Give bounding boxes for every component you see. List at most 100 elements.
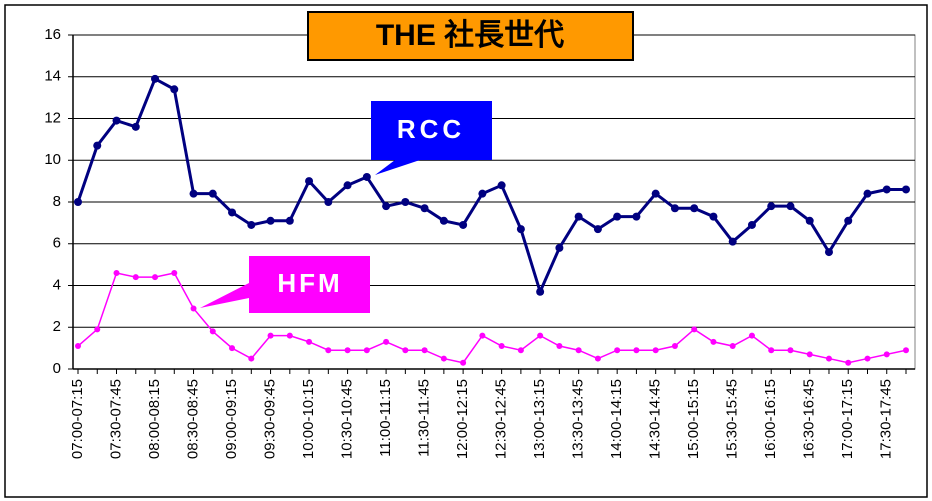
data-point [652,347,659,354]
data-point [324,198,333,206]
data-point [439,216,448,225]
data-point [479,332,486,339]
data-point [882,185,891,194]
x-tick-label: 10:30-10:45 [339,379,356,459]
series-line [76,76,906,297]
data-point [748,332,755,339]
data-point [825,355,832,362]
data-point [286,332,293,339]
data-point [94,326,101,333]
data-point [382,202,391,211]
data-point [574,212,583,221]
data-point [805,216,814,225]
data-point [537,332,544,339]
data-point [460,359,467,366]
data-point [768,347,775,354]
data-point [806,351,813,358]
x-tick-label: 08:30-08:45 [185,379,202,459]
hfm-callout [200,256,370,313]
y-tick-label: 10 [44,151,61,168]
data-point [229,345,236,352]
data-point [170,85,179,94]
rcc-callout [371,101,492,175]
data-point [171,269,178,276]
data-point [902,185,910,194]
y-tick-label: 2 [53,318,61,335]
data-point [709,212,718,221]
data-point [190,305,197,312]
data-point [497,181,506,190]
chart-title: THE 社長世代 [376,19,564,52]
data-point [344,347,351,354]
data-point [613,212,622,221]
data-point [555,243,564,252]
data-point [113,269,120,276]
x-tick-label: 11:30-11:45 [416,379,433,457]
data-point [767,202,776,211]
data-point [131,122,140,131]
data-point [420,204,429,213]
data-point [478,189,487,198]
data-point [536,287,545,296]
data-point [651,189,660,198]
data-point [402,347,409,354]
data-point [632,212,641,221]
data-point [440,355,447,362]
data-point [285,216,294,225]
data-point [383,338,390,345]
x-tick-label: 11:00-11:15 [377,379,394,457]
series-line [77,272,907,364]
data-point [306,338,313,345]
x-tick-label: 13:00-13:15 [531,379,548,459]
data-point [593,225,602,234]
data-point [248,355,255,362]
data-point [556,343,563,350]
x-tick-label: 15:00-15:15 [685,379,702,459]
data-point [633,347,640,354]
x-tick-label: 15:30-15:45 [724,379,741,459]
data-point [209,328,216,335]
y-tick-label: 12 [44,109,61,126]
data-point [498,343,505,350]
data-point [459,220,468,229]
data-point [325,347,332,354]
data-point [863,189,872,198]
data-point [152,274,159,281]
plot-area: 0 2 4 6 8 10 12 14 16 07:00-07:15 07:30-07:45 08:00… [44,26,916,459]
x-tick-label: 12:30-12:45 [493,379,510,459]
y-tick-label: 0 [53,360,61,377]
y-tick-label: 8 [53,193,61,210]
data-point [787,347,794,354]
x-tick-label: 09:00-09:15 [223,379,240,459]
y-tick-label: 6 [53,235,61,252]
data-point [845,359,852,366]
data-point [343,181,352,190]
x-tick-label: 14:30-14:45 [647,379,664,459]
x-tick-label: 12:00-12:15 [454,379,471,459]
data-point [594,355,601,362]
data-point [151,74,160,83]
x-tick-label: 10:00-10:15 [300,379,317,459]
data-point [112,116,121,125]
data-point [690,204,699,213]
x-tick-label: 16:30-16:45 [801,379,818,459]
x-tick-label: 07:00-07:15 [69,379,86,459]
data-point [132,274,139,281]
data-point [267,332,274,339]
data-point [516,225,525,234]
data-point [74,198,82,206]
data-point [844,216,853,225]
data-point [208,189,217,198]
x-tick-label: 08:00-08:15 [146,379,163,459]
data-point [305,177,314,186]
data-point [883,351,890,358]
x-tick-label: 13:30-13:45 [570,379,587,459]
data-point [266,216,275,225]
x-tick-label: 14:00-14:15 [608,379,625,459]
data-point [363,347,370,354]
y-tick-label: 4 [53,276,61,293]
data-point [517,347,524,354]
data-point [786,202,795,211]
data-point [401,198,410,206]
